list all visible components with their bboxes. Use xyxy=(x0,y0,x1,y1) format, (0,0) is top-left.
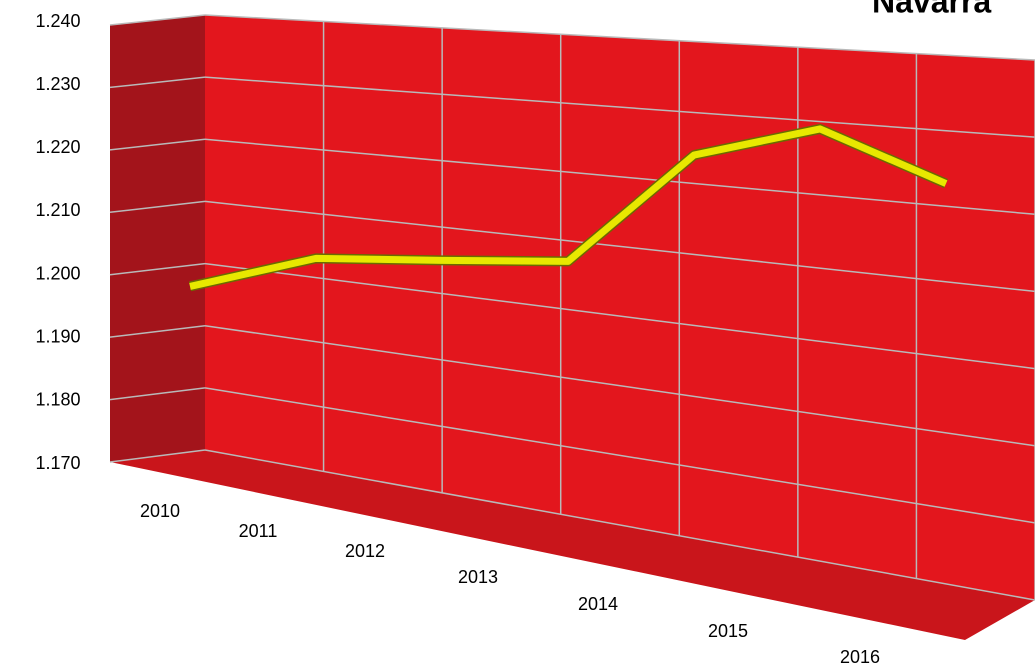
y-tick-label: 1.210 xyxy=(35,200,80,220)
y-tick-label: 1.170 xyxy=(35,453,80,473)
y-tick-label: 1.180 xyxy=(35,390,80,410)
side-grid-line xyxy=(109,324,206,338)
line xyxy=(189,125,948,290)
x-tick-label: 2012 xyxy=(345,541,385,561)
x-tick-label: 2013 xyxy=(458,567,498,587)
grid-line xyxy=(204,14,1035,61)
back-wall xyxy=(205,15,1035,600)
grid-line xyxy=(204,387,1035,524)
side-wall xyxy=(110,15,205,462)
x-tick-label: 2016 xyxy=(840,647,880,667)
grid-line xyxy=(204,200,1035,293)
grid-line xyxy=(204,449,1035,601)
y-tick-label: 1.230 xyxy=(35,74,80,94)
grid-line xyxy=(204,262,1035,370)
side-grid-line xyxy=(109,200,206,214)
y-tick-label: 1.190 xyxy=(35,326,80,346)
x-tick-label: 2010 xyxy=(140,501,180,521)
side-grid-line xyxy=(109,387,206,401)
side-grid-line xyxy=(109,449,206,463)
side-grid-line xyxy=(109,76,206,89)
x-tick-label: 2015 xyxy=(708,621,748,641)
x-tick-label: 2014 xyxy=(578,594,618,614)
marks xyxy=(188,123,948,292)
grid-line xyxy=(204,76,1035,138)
grid xyxy=(109,14,1035,601)
side-grid-line xyxy=(109,138,206,151)
side-grid-line xyxy=(109,262,206,276)
grid-line xyxy=(204,138,1035,216)
y-tick-label: 1.240 xyxy=(35,11,80,31)
chart-title: Navarra xyxy=(872,0,991,19)
y-tick-label: 1.200 xyxy=(35,263,80,283)
side-grid-line xyxy=(109,14,206,26)
y-tick-label: 1.220 xyxy=(35,137,80,157)
x-tick-label: 2011 xyxy=(239,521,278,541)
grid-line xyxy=(204,324,1035,447)
floor xyxy=(110,450,1035,640)
